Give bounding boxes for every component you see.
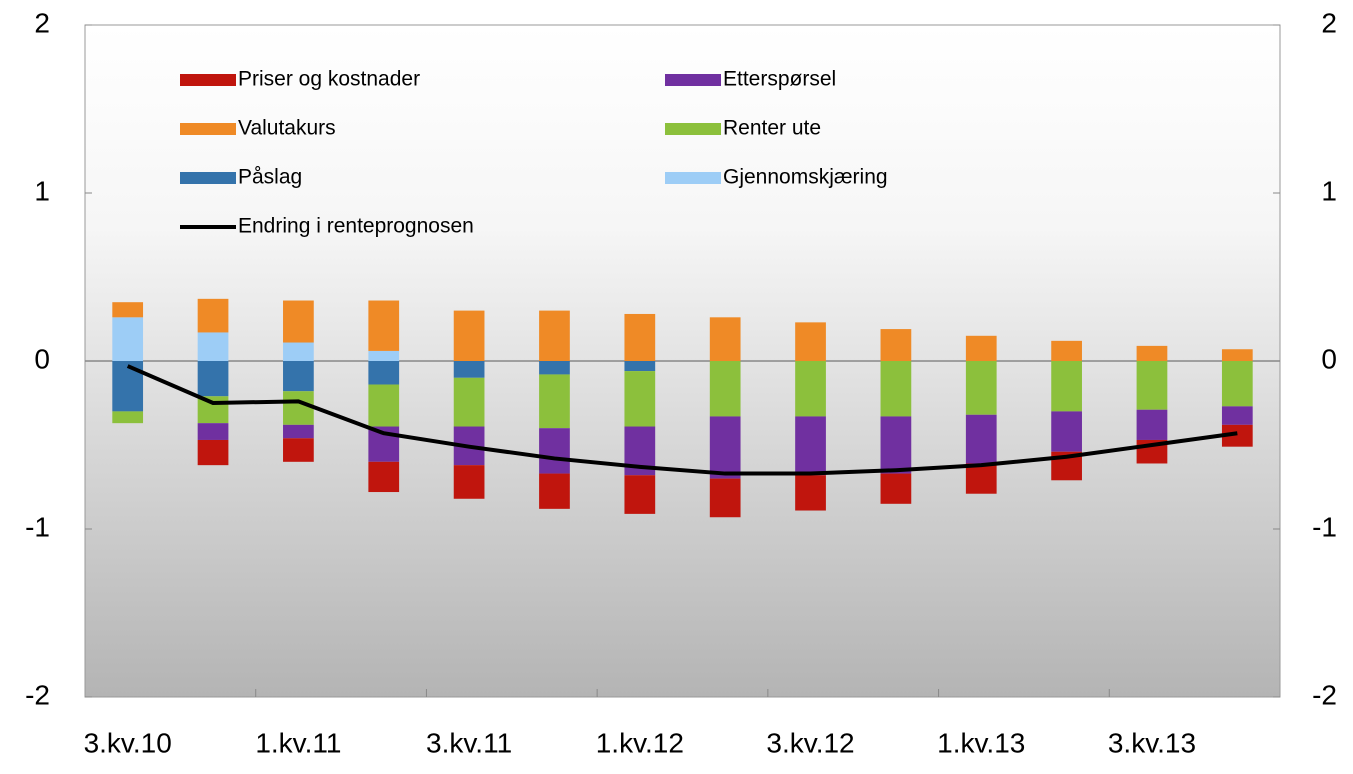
legend-label: Priser og kostnader — [238, 68, 420, 91]
bar — [709, 317, 741, 361]
bar — [709, 361, 741, 417]
bar — [795, 416, 826, 476]
bar — [539, 310, 570, 361]
bar — [539, 361, 570, 375]
bar — [197, 361, 229, 397]
bar — [368, 384, 400, 427]
bar — [1136, 409, 1168, 440]
bar — [283, 361, 314, 392]
line — [126, 364, 1238, 476]
bar — [624, 475, 656, 514]
y-tick-label: -2 — [25, 679, 50, 710]
legend-swatch — [180, 123, 236, 135]
bar — [283, 424, 314, 439]
bar — [197, 423, 229, 440]
bar — [368, 361, 400, 385]
bar — [880, 329, 912, 361]
bar — [368, 300, 400, 351]
legend-swatch — [665, 123, 721, 135]
bar — [1221, 424, 1253, 447]
y2-tick-label: -2 — [1312, 679, 1337, 710]
x-tick-label: 1.kv.12 — [596, 727, 684, 758]
y-tick-label: 2 — [34, 7, 50, 38]
y-tick-label: 0 — [34, 343, 50, 374]
bar — [880, 416, 912, 474]
legend-label: Etterspørsel — [723, 68, 836, 91]
bar — [624, 361, 656, 372]
bar — [283, 438, 314, 462]
x-tick-label: 3.kv.11 — [426, 727, 512, 758]
bar — [197, 396, 229, 424]
y2-tick-label: 2 — [1321, 7, 1337, 38]
bar — [112, 302, 144, 318]
bar — [965, 414, 997, 464]
bar — [1051, 361, 1082, 412]
x-tick-label: 3.kv.10 — [84, 727, 172, 758]
bar — [624, 371, 656, 427]
bar — [1136, 345, 1168, 361]
bar — [1221, 361, 1253, 407]
bar — [880, 361, 912, 417]
x-tick-label: 1.kv.11 — [255, 727, 341, 758]
bar — [453, 377, 485, 427]
bar — [624, 313, 656, 361]
x-tick-label: 3.kv.12 — [766, 727, 854, 758]
x-tick-label: 1.kv.13 — [937, 727, 1025, 758]
bar — [283, 391, 314, 425]
legend-swatch — [180, 172, 236, 184]
bar — [709, 416, 741, 479]
bar — [709, 478, 741, 518]
bar — [453, 465, 485, 499]
bar — [965, 463, 997, 494]
bar — [283, 300, 314, 343]
bar — [539, 374, 570, 429]
legend-label: Valutakurs — [238, 117, 336, 140]
y2-tick-label: -1 — [1312, 511, 1337, 542]
bar — [112, 411, 144, 424]
bar — [795, 361, 826, 417]
bar — [368, 461, 400, 493]
bar — [197, 332, 229, 361]
bar — [283, 342, 314, 361]
bar — [539, 428, 570, 474]
y2-tick-label: 0 — [1321, 343, 1337, 374]
legend-label: Påslag — [238, 166, 302, 189]
legend-swatch — [665, 172, 721, 184]
bar — [1051, 340, 1082, 361]
legend-label: Gjennomskjæring — [723, 166, 888, 189]
bar — [197, 298, 229, 333]
bar — [965, 361, 997, 415]
bar — [539, 473, 570, 509]
legend-label: Endring i renteprognosen — [238, 215, 474, 238]
bar — [795, 475, 826, 511]
bar — [880, 473, 912, 504]
y2-tick-label: 1 — [1321, 175, 1337, 206]
legend-swatch — [180, 74, 236, 86]
bar — [1051, 411, 1082, 452]
bar — [795, 322, 826, 361]
y-tick-label: -1 — [25, 511, 50, 542]
bar — [1221, 406, 1253, 425]
bar — [1221, 349, 1253, 361]
bar — [965, 335, 997, 361]
bar — [112, 317, 144, 361]
bar — [1136, 361, 1168, 410]
bar — [368, 350, 400, 361]
x-tick-label: 3.kv.13 — [1108, 727, 1196, 758]
legend-swatch — [665, 74, 721, 86]
bar — [197, 439, 229, 466]
y-tick-label: 1 — [34, 175, 50, 206]
legend-label: Renter ute — [723, 117, 821, 140]
bar — [453, 361, 485, 378]
bar — [453, 310, 485, 361]
